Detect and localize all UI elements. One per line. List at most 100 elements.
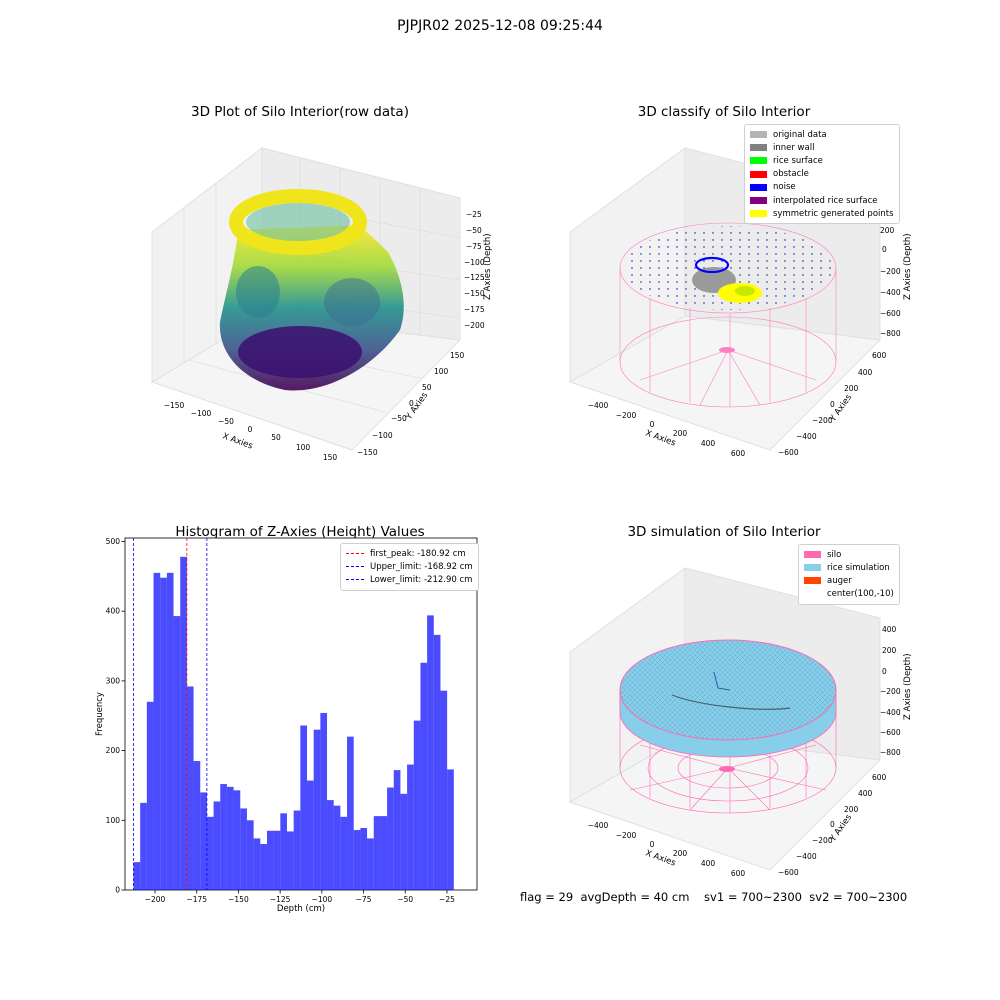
svg-text:−200: −200 bbox=[880, 267, 901, 276]
histogram-bar bbox=[427, 615, 434, 890]
svg-text:200: 200 bbox=[673, 849, 688, 858]
histogram-bar bbox=[393, 770, 401, 890]
classify-legend: original data inner wall rice surface ob… bbox=[744, 124, 900, 225]
simulation-status-footer: flag = 29 avgDepth = 40 cm sv1 = 700~230… bbox=[520, 890, 908, 904]
svg-text:200: 200 bbox=[673, 429, 688, 438]
svg-text:0: 0 bbox=[830, 400, 835, 409]
histogram-bar bbox=[233, 790, 241, 890]
histogram-bar bbox=[353, 830, 361, 890]
svg-text:−100: −100 bbox=[191, 409, 212, 418]
svg-text:−200: −200 bbox=[616, 831, 637, 840]
histogram-bar bbox=[373, 816, 381, 890]
legend-item-rice-surface: rice surface bbox=[750, 154, 894, 167]
svg-text:50: 50 bbox=[422, 383, 432, 392]
svg-text:−125: −125 bbox=[464, 273, 485, 282]
legend-item-lower-limit: Lower_limit: -212.90 cm bbox=[346, 573, 473, 586]
histogram-bar bbox=[160, 577, 167, 890]
histogram-bar bbox=[146, 701, 154, 890]
legend-item-first-peak: first_peak: -180.92 cm bbox=[346, 547, 473, 560]
histogram-bar bbox=[266, 830, 274, 890]
histogram-bar bbox=[140, 802, 147, 890]
histogram-bar bbox=[413, 720, 421, 890]
svg-text:100: 100 bbox=[434, 367, 449, 376]
classify-rice-surface bbox=[735, 286, 755, 296]
histogram-ytick-label: 0 bbox=[115, 886, 120, 895]
svg-text:−100: −100 bbox=[464, 258, 485, 267]
svg-text:−150: −150 bbox=[464, 289, 485, 298]
raw-xlabel: X Axies bbox=[221, 431, 254, 451]
svg-text:600: 600 bbox=[872, 351, 887, 360]
svg-text:−200: −200 bbox=[880, 687, 901, 696]
histogram-xtick-label: −75 bbox=[356, 895, 372, 904]
svg-text:−25: −25 bbox=[466, 210, 482, 219]
svg-text:200: 200 bbox=[844, 384, 859, 393]
histogram-xtick-label: −200 bbox=[145, 895, 166, 904]
svg-text:50: 50 bbox=[271, 433, 281, 442]
svg-text:−200: −200 bbox=[464, 321, 485, 330]
histogram-bar bbox=[173, 616, 181, 890]
legend-item-rice-simulation: rice simulation bbox=[804, 561, 894, 574]
histogram-ylabel: Frequency bbox=[95, 692, 105, 736]
legend-item-symmetric-generated-points: symmetric generated points bbox=[750, 207, 894, 220]
simulation-3d-plot: −400 −200 0 200 400 600 X Axies 600 400 … bbox=[568, 567, 913, 878]
svg-text:−400: −400 bbox=[588, 821, 609, 830]
simulation-auger bbox=[713, 671, 731, 691]
histogram-reference-lines bbox=[133, 538, 208, 890]
histogram-bar bbox=[333, 805, 341, 890]
svg-text:400: 400 bbox=[882, 625, 897, 634]
svg-text:200: 200 bbox=[880, 226, 895, 235]
legend-item-center: center(100,-10) bbox=[804, 588, 894, 601]
svg-text:−600: −600 bbox=[778, 448, 799, 457]
classify-zlabel: Z Axies (Depth) bbox=[903, 233, 913, 300]
histogram-bar bbox=[206, 816, 214, 890]
svg-text:−400: −400 bbox=[588, 401, 609, 410]
classify-3d-plot: −400 −200 0 200 400 600 X Axies 600 400 … bbox=[568, 147, 913, 458]
classify-xticks: −400 −200 0 200 400 600 bbox=[588, 401, 746, 458]
svg-text:−200: −200 bbox=[812, 416, 833, 425]
histogram-bar bbox=[420, 662, 428, 890]
svg-text:400: 400 bbox=[858, 368, 873, 377]
histogram-ytick-label: 300 bbox=[106, 676, 121, 685]
histogram-bar bbox=[253, 838, 261, 890]
figure-suptitle: PJPJR02 2025-12-08 09:25:44 bbox=[397, 18, 603, 34]
classify-floor-marker bbox=[719, 347, 735, 353]
histogram-bar bbox=[300, 725, 308, 890]
histogram-bars bbox=[133, 556, 454, 890]
histogram-bar bbox=[273, 830, 281, 890]
histogram-xtick-label: −50 bbox=[397, 895, 413, 904]
histogram-bar bbox=[340, 816, 348, 890]
histogram-xtick-label: −100 bbox=[312, 895, 333, 904]
legend-item-original-data: original data bbox=[750, 128, 894, 141]
simulation-legend: silo rice simulation auger center(100,-1… bbox=[798, 544, 900, 605]
histogram-bar bbox=[400, 793, 408, 890]
histogram-xtick-label: −175 bbox=[186, 895, 207, 904]
svg-text:−50: −50 bbox=[391, 414, 407, 423]
svg-text:150: 150 bbox=[450, 351, 465, 360]
raw-3d-plot: −150 −100 −50 0 50 100 150 X Axies 150 1… bbox=[150, 146, 493, 462]
histogram-bar bbox=[293, 810, 301, 890]
histogram-bar bbox=[186, 686, 194, 890]
svg-text:−400: −400 bbox=[796, 432, 817, 441]
histogram-bar bbox=[153, 572, 161, 890]
histogram-bar bbox=[180, 556, 187, 890]
svg-text:0: 0 bbox=[650, 420, 655, 429]
legend-item-obstacle: obstacle bbox=[750, 168, 894, 181]
svg-text:−50: −50 bbox=[466, 226, 482, 235]
svg-text:−800: −800 bbox=[880, 329, 901, 338]
histogram-bar bbox=[213, 801, 221, 890]
histogram-bar bbox=[380, 816, 388, 890]
svg-text:0: 0 bbox=[882, 667, 887, 676]
svg-text:200: 200 bbox=[882, 646, 897, 655]
raw-zticks: −25 −50 −75 −100 −125 −150 −175 −200 bbox=[464, 210, 485, 330]
legend-item-inner-wall: inner wall bbox=[750, 141, 894, 154]
histogram-bar bbox=[133, 862, 141, 890]
raw-ylabel: Y Axies bbox=[404, 390, 431, 422]
classify-noise-ring bbox=[694, 256, 730, 274]
svg-text:−600: −600 bbox=[778, 868, 799, 877]
histogram-bar bbox=[226, 786, 234, 890]
raw-xticks: −150 −100 −50 0 50 100 150 bbox=[164, 401, 338, 462]
svg-text:−800: −800 bbox=[880, 748, 901, 757]
simulation-zticks: 400 200 0 −200 −400 −600 −800 bbox=[880, 625, 901, 757]
histogram-yticks: 0 100 200 300 400 500 bbox=[106, 537, 125, 895]
